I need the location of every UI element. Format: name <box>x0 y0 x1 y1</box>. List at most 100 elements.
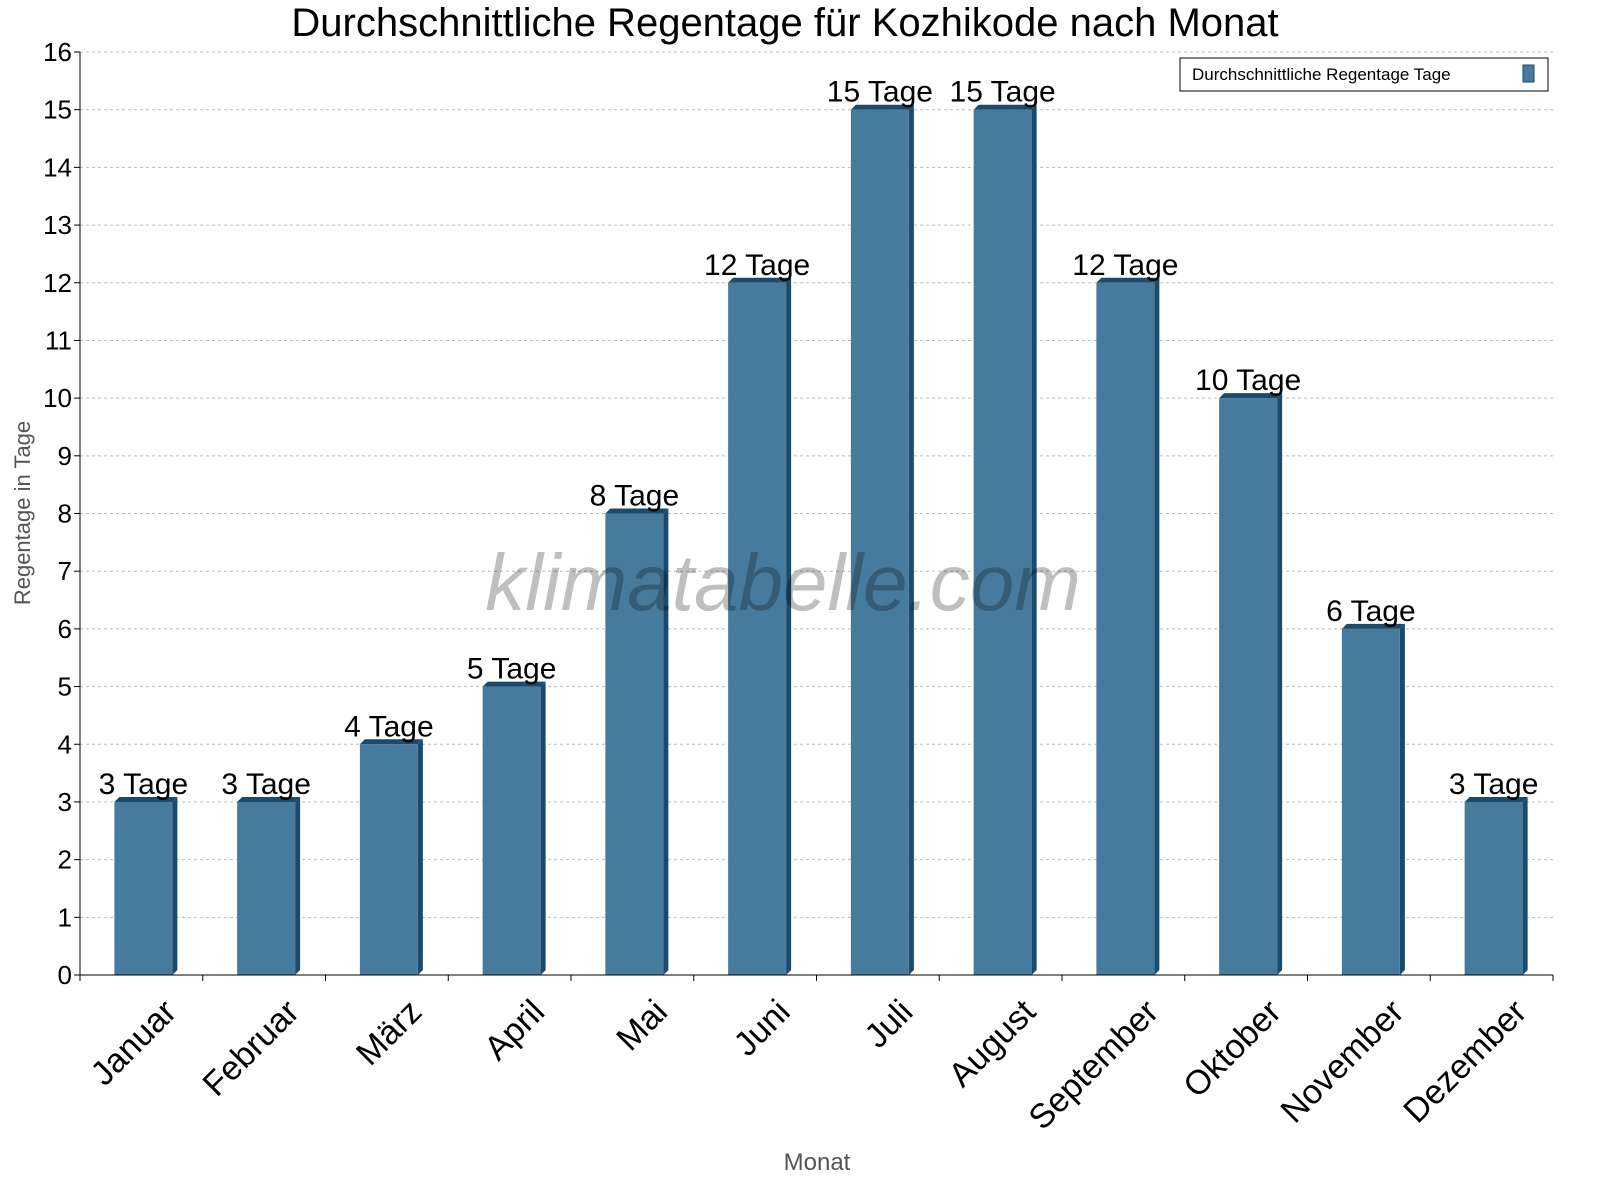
bar-top <box>114 796 178 802</box>
data-label: 8 Tage <box>590 480 680 513</box>
x-tick-label: März <box>349 993 429 1073</box>
bar-september <box>1096 277 1160 975</box>
bars <box>114 104 1528 975</box>
x-tick-label: Mai <box>609 993 675 1059</box>
watermark: klimatabelle.com <box>485 538 1081 627</box>
legend-swatch <box>1522 64 1535 83</box>
bar-side <box>295 796 301 975</box>
x-tick-label: Juni <box>727 993 798 1064</box>
data-label: 12 Tage <box>704 249 810 282</box>
bar-top <box>1219 393 1283 399</box>
legend-box <box>1179 57 1549 92</box>
data-labels: 3 Tage 3 Tage 4 Tage 5 Tage 8 Tage 12 Tage 15 … <box>99 76 1539 801</box>
data-label: 6 Tage <box>1326 595 1416 628</box>
data-label: 15 Tage <box>950 76 1056 109</box>
y-tick-label: 4 <box>58 729 72 759</box>
axes <box>74 51 1554 981</box>
x-tick-label: Juli <box>857 993 920 1056</box>
bar-top <box>482 681 546 687</box>
bar <box>482 686 541 975</box>
data-label: 5 Tage <box>467 653 557 686</box>
x-tick-label: Februar <box>196 993 307 1104</box>
y-tick-label: 10 <box>43 383 72 413</box>
bar-top <box>1464 796 1528 802</box>
bar-mai <box>605 508 669 975</box>
bar-top <box>728 277 792 283</box>
y-tick-label: 1 <box>58 902 72 932</box>
bar-dezember <box>1464 796 1528 975</box>
bar-top <box>359 739 423 745</box>
bar <box>1219 398 1278 975</box>
bar-side <box>172 796 178 975</box>
bar <box>114 801 173 975</box>
bar-side <box>540 681 546 975</box>
bar-märz <box>359 739 423 975</box>
y-tick-label: 15 <box>43 95 72 125</box>
data-label: 3 Tage <box>1449 768 1539 801</box>
bar-februar <box>237 796 301 975</box>
y-tick-label: 14 <box>43 152 72 182</box>
bar-side <box>1031 104 1037 975</box>
bar-november <box>1341 623 1405 975</box>
chart-title: Durchschnittliche Regentage für Kozhikod… <box>291 1 1278 45</box>
bar-side <box>417 739 423 975</box>
bar-top <box>1341 623 1405 629</box>
y-tick-label: 7 <box>58 556 72 586</box>
bar <box>728 282 787 975</box>
bar <box>850 109 909 975</box>
bar <box>359 744 418 975</box>
bar-april <box>482 681 546 975</box>
x-axis-label: Monat <box>784 1149 851 1176</box>
bar-side <box>908 104 914 975</box>
bar-top <box>850 104 914 110</box>
bar-side <box>1277 393 1283 975</box>
y-axis-label: Regentage in Tage <box>10 421 35 605</box>
data-label: 10 Tage <box>1195 364 1301 397</box>
y-tick-label: 16 <box>43 37 72 67</box>
y-tick-label: 5 <box>58 672 72 702</box>
x-tick-label: November <box>1274 993 1412 1131</box>
x-tick-label: Januar <box>83 993 183 1093</box>
bar-august <box>973 104 1037 975</box>
bar-top <box>237 796 301 802</box>
x-tick-label: September <box>1021 993 1165 1137</box>
data-label: 3 Tage <box>221 768 311 801</box>
bar <box>605 513 664 975</box>
bar <box>1464 801 1523 975</box>
bar <box>1341 628 1400 975</box>
bar-side <box>663 508 669 975</box>
x-tick-labels: Januar Februar März April Mai Juni Juli AugustS… <box>83 992 1534 1137</box>
y-tick-label: 2 <box>58 845 72 875</box>
bar <box>237 801 296 975</box>
bar-juli <box>850 104 914 975</box>
y-tick-label: 13 <box>43 210 72 240</box>
data-label: 3 Tage <box>99 768 189 801</box>
bar <box>1096 282 1155 975</box>
y-tick-label: 0 <box>58 960 72 990</box>
bar-top <box>1096 277 1160 283</box>
data-label: 15 Tage <box>827 76 933 109</box>
y-tick-label: 11 <box>45 325 72 355</box>
bar-side <box>786 277 792 975</box>
bar-januar <box>114 796 178 975</box>
bar-top <box>605 508 669 514</box>
x-tick-label: April <box>477 993 552 1068</box>
y-tick-label: 6 <box>58 614 72 644</box>
x-tick-label: Dezember <box>1396 993 1534 1131</box>
x-tick-label: Oktober <box>1176 993 1288 1105</box>
y-tick-label: 9 <box>58 441 72 471</box>
data-label: 4 Tage <box>344 710 434 743</box>
y-tick-label: 12 <box>43 268 72 298</box>
bar-oktober <box>1219 393 1283 975</box>
bar-top <box>973 104 1037 110</box>
x-tick-label: August <box>941 992 1043 1094</box>
data-label: 12 Tage <box>1072 249 1178 282</box>
legend-label: Durchschnittliche Regentage Tage <box>1192 65 1451 84</box>
bar <box>973 109 1032 975</box>
bar-side <box>1154 277 1160 975</box>
bar-juni <box>728 277 792 975</box>
bar-side <box>1399 623 1405 975</box>
y-tick-label: 3 <box>58 787 72 817</box>
